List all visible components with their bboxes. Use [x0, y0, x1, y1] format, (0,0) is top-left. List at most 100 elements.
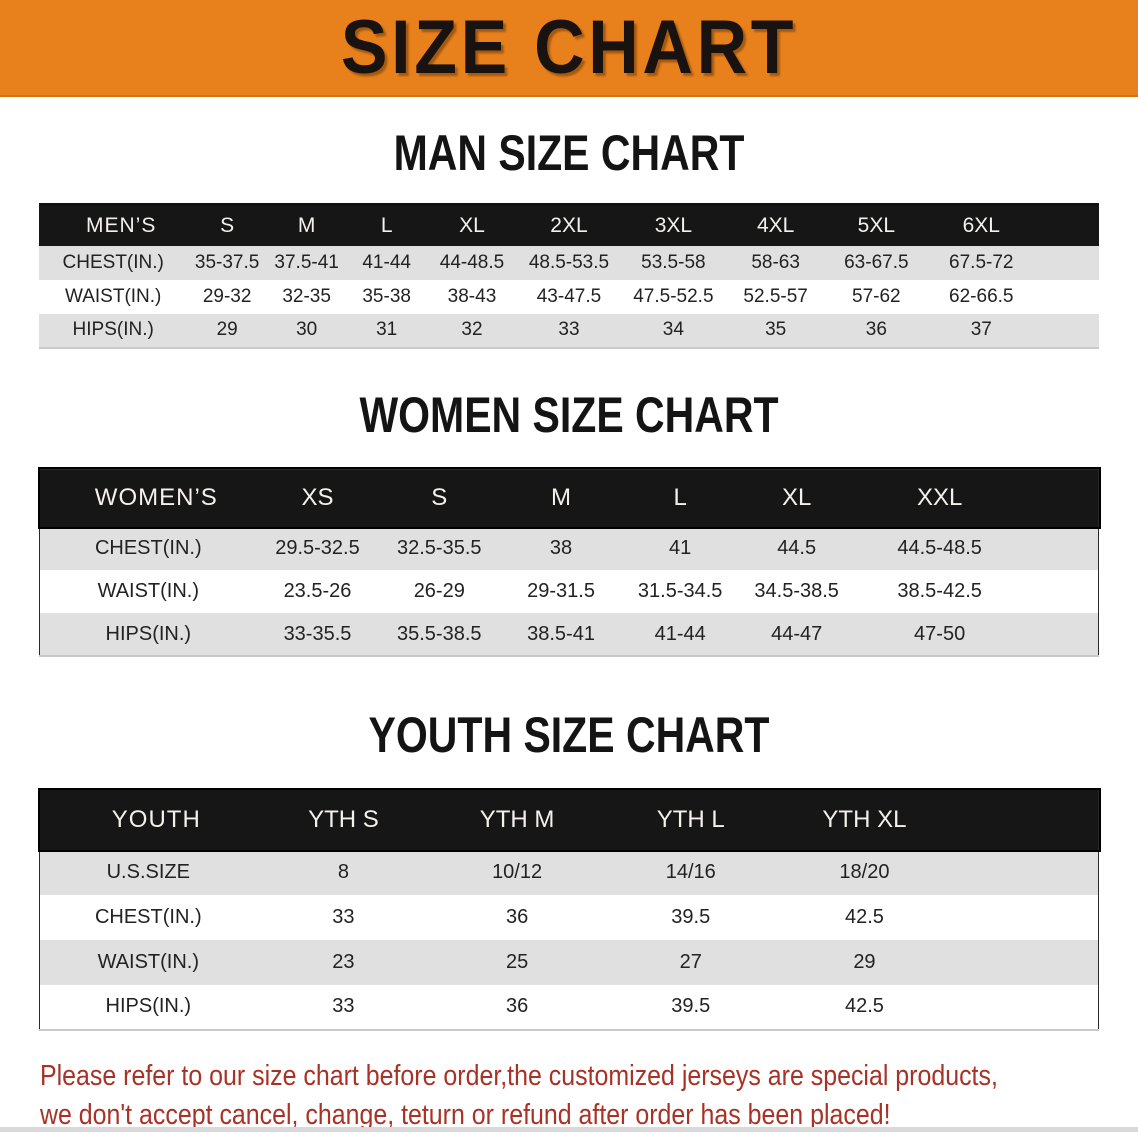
size-value: 23.5-26: [283, 580, 352, 602]
footer-disclaimer: Please refer to our size chart before or…: [0, 1057, 1138, 1132]
size-value: 10/12: [492, 860, 543, 883]
spacer-cell: [1024, 570, 1098, 613]
women-size-table: WOMEN’S XS S M L XL XXL CHEST(IN.) 29.5-32.5 3…: [37, 467, 1101, 657]
size-value: 38.5-42.5: [897, 580, 982, 602]
size-value: 36: [865, 319, 887, 340]
size-column-header: M: [551, 484, 572, 512]
size-column-header: L: [380, 213, 393, 237]
size-value: 44.5: [777, 537, 817, 559]
size-value: 29: [216, 319, 238, 340]
row-label: HIPS(IN.): [105, 622, 192, 645]
women-table-label: WOMEN’S: [94, 484, 218, 512]
size-value: 29-32: [202, 285, 252, 307]
size-column-header: 6XL: [962, 213, 1000, 237]
youth-size-table: YOUTH YTH S YTH M YTH L YTH XL U.S.SIZE 8 10…: [37, 787, 1101, 1031]
size-column-header: 3XL: [654, 213, 693, 237]
size-value: 41-44: [654, 622, 706, 645]
size-value: 52.5-57: [743, 285, 808, 307]
men-table-header-row: MEN’S S M L XL 2XL 3XL 4XL 5XL 6XL: [39, 204, 1099, 246]
size-value: 33: [332, 905, 355, 928]
size-value: 33: [332, 995, 355, 1017]
size-column-header: XS: [301, 484, 334, 512]
women-section-heading: WOMEN SIZE CHART: [359, 386, 779, 443]
row-label: HIPS(IN.): [72, 319, 154, 340]
size-value: 41-44: [362, 251, 411, 273]
women-waist-row: WAIST(IN.) 23.5-26 26-29 29-31.5 31.5-34.5 3…: [39, 570, 1099, 613]
size-value: 41: [669, 537, 692, 559]
size-value: 37.5-41: [274, 251, 339, 273]
size-value: 27: [679, 950, 702, 973]
banner: SIZE CHART: [0, 0, 1138, 97]
men-size-table: MEN’S S M L XL 2XL 3XL 4XL 5XL 6XL CHEST(IN.) 35…: [39, 203, 1099, 349]
size-column-header: 4XL: [756, 213, 795, 237]
size-value: 32: [461, 319, 483, 340]
size-value: 47-50: [914, 622, 966, 645]
size-value: 44-47: [771, 622, 823, 645]
banner-title: SIZE CHART: [340, 4, 798, 90]
row-label: HIPS(IN.): [105, 995, 192, 1017]
size-column-header: S: [220, 213, 235, 237]
women-hips-row: HIPS(IN.) 33-35.5 35.5-38.5 38.5-41 41-44 44…: [39, 613, 1099, 656]
size-value: 31: [376, 319, 398, 340]
youth-table-header-row: YOUTH YTH S YTH M YTH L YTH XL: [37, 787, 1101, 852]
size-value: 33: [558, 319, 580, 340]
size-value: 53.5-58: [641, 251, 706, 273]
size-value: 44.5-48.5: [897, 537, 982, 559]
youth-chest-row: CHEST(IN.) 33 36 39.5 42.5: [39, 894, 1099, 940]
men-waist-row: WAIST(IN.) 29-32 32-35 35-38 38-43 43-47.5 47…: [39, 279, 1099, 314]
men-hips-row: HIPS(IN.) 29 30 31 32 33 34 35 36 37: [39, 313, 1099, 348]
spacer-cell: [951, 850, 1098, 895]
spacer-cell: [951, 940, 1098, 985]
spacer-cell: [951, 790, 1098, 850]
size-value: 35: [765, 319, 787, 340]
size-column-header: XL: [781, 484, 812, 512]
size-column-header: S: [431, 484, 448, 512]
size-value: 8: [337, 860, 349, 883]
size-value: 29.5-32.5: [275, 537, 360, 559]
size-column-header: YTH S: [308, 805, 379, 833]
women-table-header-row: WOMEN’S XS S M L XL XXL: [37, 467, 1101, 529]
row-label: U.S.SIZE: [106, 860, 190, 883]
size-value: 35-38: [362, 285, 411, 307]
size-value: 23: [332, 950, 355, 973]
size-value: 34.5-38.5: [754, 580, 839, 602]
size-value: 35.5-38.5: [397, 622, 482, 645]
youth-ussize-row: U.S.SIZE 8 10/12 14/16 18/20: [39, 849, 1099, 895]
size-value: 43-47.5: [536, 285, 602, 307]
size-value: 38.5-41: [527, 622, 595, 645]
size-value: 32.5-35.5: [397, 537, 482, 559]
men-table-label: MEN’S: [86, 213, 157, 237]
size-value: 36: [505, 995, 529, 1017]
size-value: 31.5-34.5: [637, 580, 723, 602]
section-youth: YOUTH SIZE CHART YOUTH YTH S YTH M YTH L YT…: [0, 709, 1138, 1031]
youth-waist-row: WAIST(IN.) 23 25 27 29: [39, 939, 1099, 985]
size-value: 57-62: [852, 285, 901, 307]
size-value: 42.5: [844, 995, 884, 1017]
disclaimer-line-2: we don't accept cancel, change, teturn o…: [40, 1098, 891, 1131]
size-value: 25: [505, 950, 529, 973]
row-label: CHEST(IN.): [94, 537, 202, 559]
size-value: 18/20: [839, 860, 890, 883]
size-value: 14/16: [665, 860, 716, 883]
size-value: 38: [549, 537, 573, 559]
size-value: 44-48.5: [439, 251, 505, 273]
spacer-cell: [1024, 613, 1098, 656]
youth-section-heading: YOUTH SIZE CHART: [368, 707, 770, 763]
spacer-cell: [1024, 527, 1098, 570]
spacer-cell: [951, 895, 1098, 940]
size-value: 26-29: [413, 580, 465, 602]
size-value: 29-31.5: [527, 580, 595, 602]
section-men: MAN SIZE CHART MEN’S S M L XL 2XL 3XL 4XL 5XL 6X…: [0, 127, 1138, 349]
spacer-cell: [1035, 205, 1099, 246]
size-value: 33-35.5: [283, 622, 352, 645]
row-label: CHEST(IN.): [94, 905, 202, 928]
size-value: 63-67.5: [844, 251, 909, 273]
size-value: 39.5: [671, 905, 711, 928]
youth-hips-row: HIPS(IN.) 33 36 39.5 42.5: [39, 984, 1099, 1030]
size-value: 42.5: [844, 905, 884, 928]
size-column-header: XXL: [916, 484, 963, 512]
size-value: 38-43: [447, 285, 497, 307]
size-column-header: YTH M: [479, 805, 555, 833]
spacer-cell: [1035, 314, 1099, 348]
